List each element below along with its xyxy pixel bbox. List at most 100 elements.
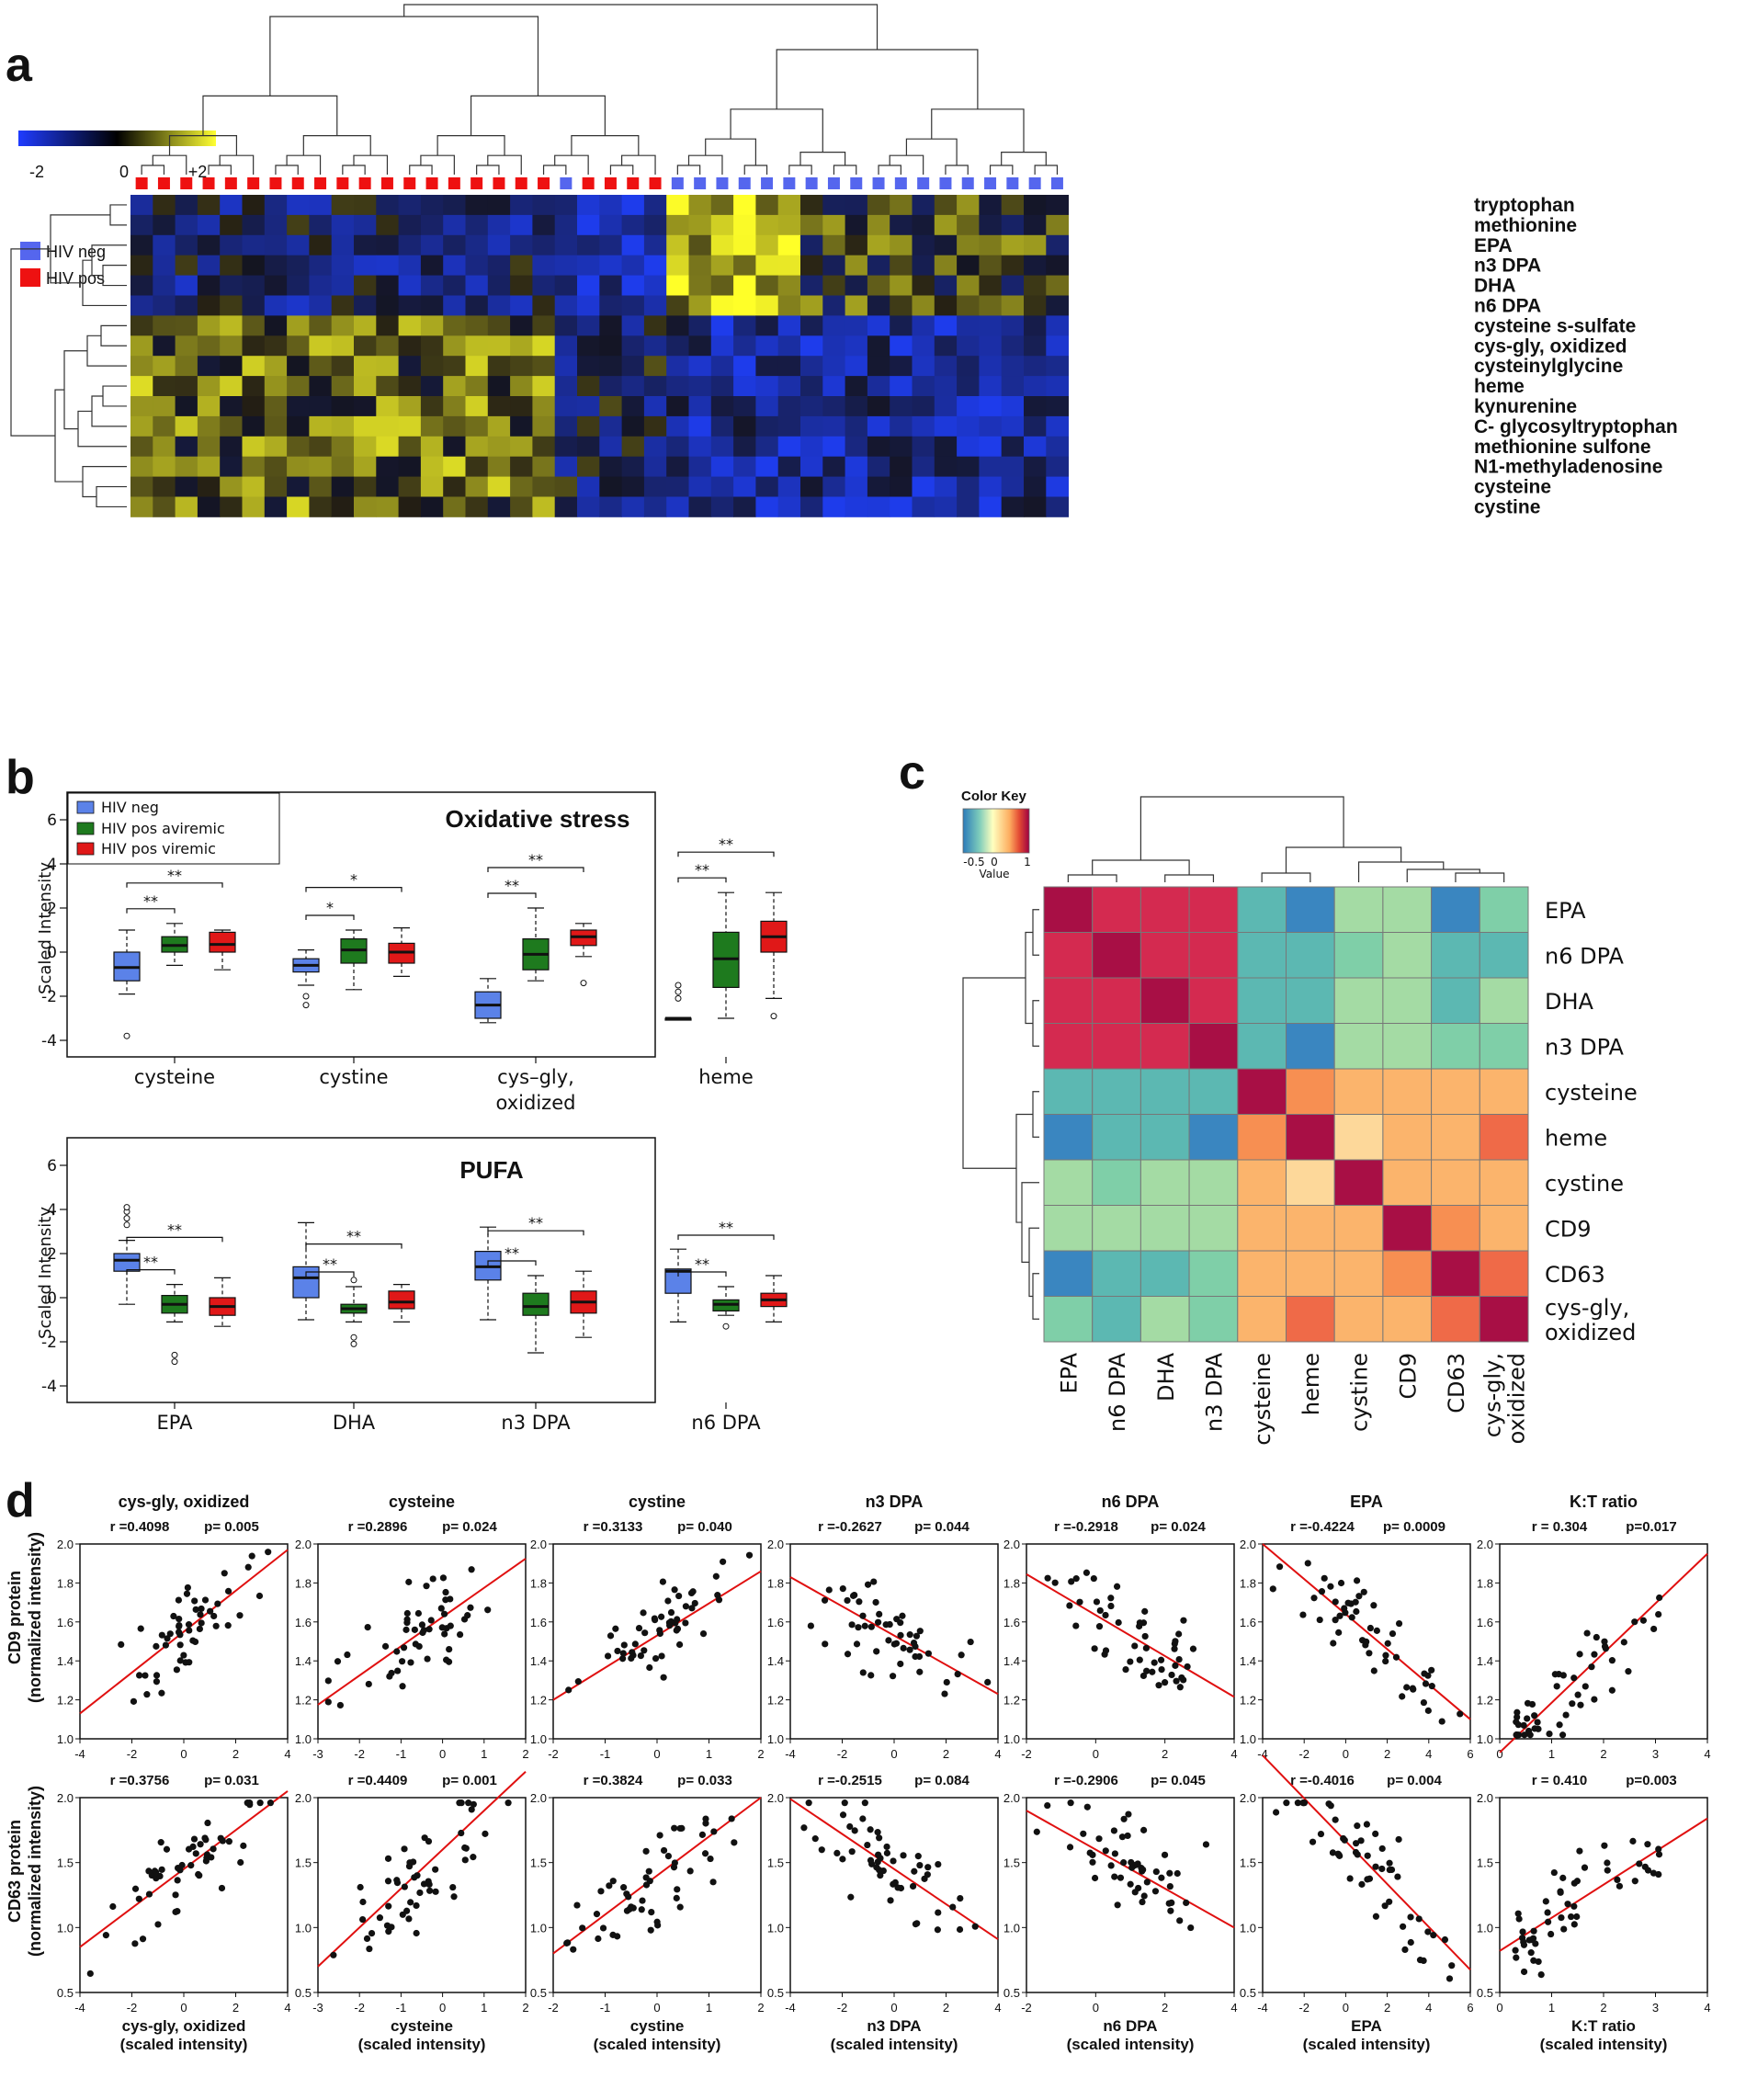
scatter-title: cys-gly, oxidized [119, 1493, 250, 1511]
y-tick-label: 1.0 [1477, 1921, 1493, 1935]
dendro-branch [776, 49, 979, 109]
data-point [885, 1637, 892, 1644]
data-point [1066, 1602, 1073, 1609]
heatmap-cell [845, 396, 868, 417]
y-tick-label: 1.6 [57, 1616, 74, 1629]
category-label: oxidized [496, 1092, 576, 1114]
heatmap-cell [420, 255, 444, 276]
data-point [873, 1864, 880, 1871]
group-marker [448, 177, 460, 189]
heatmap-cell [443, 275, 466, 296]
data-point [411, 1626, 418, 1633]
heatmap-cell [979, 195, 1003, 216]
heatmap-cell [287, 275, 310, 296]
heatmap-cell [577, 436, 600, 458]
data-point [363, 1935, 371, 1942]
heatmap-cell [264, 356, 288, 377]
heatmap-cell [220, 376, 243, 397]
heatmap-cell [643, 315, 667, 336]
heatmap-cell [197, 234, 221, 256]
x-tick-label: 0 [1343, 2001, 1349, 2015]
data-point [1514, 1910, 1522, 1917]
x-tick-label: -2 [837, 1747, 848, 1761]
sig-bracket [305, 1243, 402, 1249]
data-point [1142, 1644, 1150, 1652]
group-marker [380, 177, 393, 189]
heatmap-cell [242, 376, 266, 397]
data-point [702, 1815, 709, 1822]
x-tick-label: 0 [180, 2001, 187, 2015]
x-tick-label: -1 [600, 2001, 611, 2015]
heatmap-cell [443, 234, 466, 256]
data-point [1614, 1876, 1621, 1883]
data-point [1608, 1686, 1616, 1694]
heatmap-cell [220, 234, 243, 256]
data-point [844, 1651, 852, 1658]
y-tick-label: 1.6 [767, 1616, 784, 1629]
heatmap-cell [957, 496, 980, 517]
heatmap-cell [599, 356, 622, 377]
heatmap-cell [153, 396, 176, 417]
data-point [660, 1674, 667, 1681]
heatmap-cell [264, 496, 288, 517]
data-point [1591, 1651, 1598, 1658]
data-point [859, 1612, 867, 1619]
heatmap-cell [777, 295, 801, 316]
correlation-cell [1286, 932, 1335, 979]
data-point [1548, 1930, 1555, 1938]
data-point [1171, 1645, 1178, 1652]
heatmap-cell [912, 476, 935, 497]
sig-stars: ** [528, 851, 543, 868]
heatmap-cell [845, 255, 868, 276]
panel-label-d: d [6, 1474, 35, 1527]
data-point [1650, 1625, 1658, 1633]
row-label: cysteinylglycine [1474, 356, 1623, 377]
data-point [1570, 1921, 1578, 1928]
x-tick-label: 4 [1230, 2001, 1237, 2015]
heatmap-cell [867, 234, 890, 256]
row-label: cys-gly, oxidized [1474, 335, 1627, 357]
heatmap-cell [242, 214, 266, 236]
heatmap-cell [443, 436, 466, 458]
row-dendro-branch [102, 385, 127, 407]
heatmap-cell [755, 476, 779, 497]
data-point [413, 1929, 420, 1937]
data-point [156, 1872, 164, 1880]
data-point [1457, 1710, 1464, 1718]
regression-line [317, 1771, 527, 1968]
data-point [1167, 1907, 1174, 1914]
data-point [265, 1549, 272, 1556]
heatmap-cell [800, 376, 823, 397]
row-dendro-branch [91, 395, 127, 427]
data-point [637, 1652, 644, 1660]
heatmap-cell [688, 255, 712, 276]
dendro-branch [476, 165, 500, 175]
heatmap-cell [487, 456, 511, 477]
legend-swatch-hiv-neg [20, 242, 40, 260]
heatmap-cell [710, 415, 734, 437]
data-point [689, 1588, 697, 1595]
heatmap-cell [979, 496, 1003, 517]
heatmap-cell [643, 255, 667, 276]
heatmap-cell [890, 214, 913, 236]
data-point [1090, 1574, 1097, 1583]
x-tick-label: 3 [1652, 2001, 1659, 2015]
correlation-cell [1092, 1159, 1141, 1206]
boxplot-oxidative: 6420-2-4cysteine****cystine**cys–gly,oxi… [41, 812, 788, 1114]
data-point [1378, 1845, 1386, 1853]
data-point [432, 1866, 439, 1873]
data-point [153, 1678, 161, 1686]
data-point [1168, 1899, 1175, 1906]
panel-d-scatter: CD9 protein (normalized intensity) CD63 … [6, 1493, 1711, 2053]
data-point [1051, 1579, 1059, 1586]
data-point [1346, 1875, 1354, 1882]
heatmap-cell [220, 415, 243, 437]
heatmap-cell [398, 255, 422, 276]
data-point [174, 1877, 181, 1884]
scatter-frame [789, 1797, 999, 1993]
scatter-frame [317, 1543, 527, 1740]
correlation-cell [1333, 932, 1384, 979]
data-point [861, 1622, 868, 1629]
x-tick-label: -4 [1257, 1747, 1268, 1761]
